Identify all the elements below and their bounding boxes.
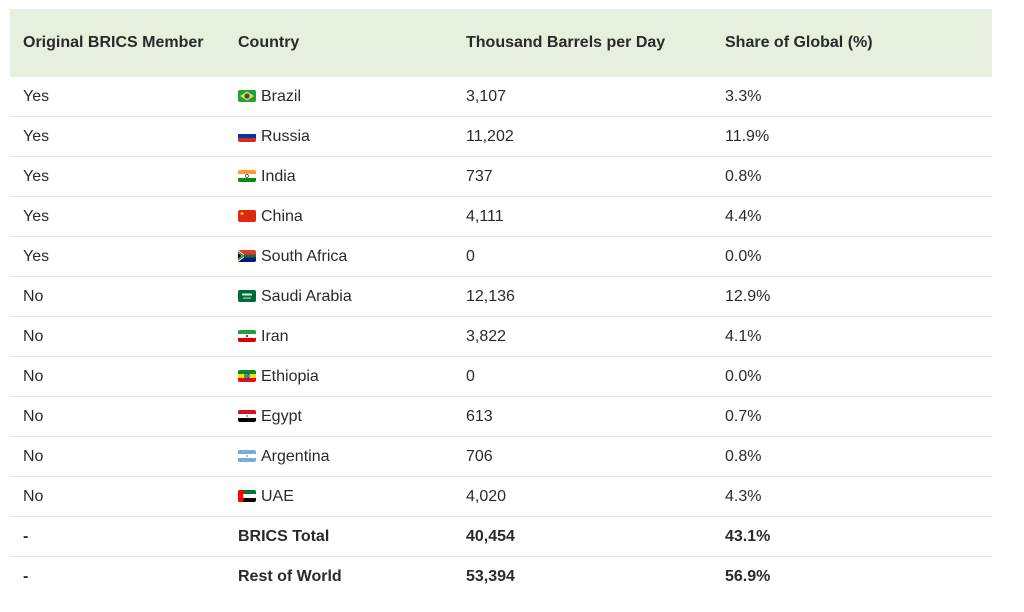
country-name: Ethiopia bbox=[261, 367, 319, 385]
member-cell: No bbox=[10, 356, 225, 397]
brazil-flag-icon bbox=[238, 89, 256, 102]
country-cell: Rest of World bbox=[238, 567, 342, 585]
country-cell: Argentina bbox=[225, 436, 453, 477]
share-cell: 0.8% bbox=[712, 436, 992, 477]
member-cell: Yes bbox=[10, 196, 225, 237]
member-cell: No bbox=[10, 396, 225, 437]
country-cell: Saudi Arabia bbox=[225, 276, 453, 317]
table-row: No Egypt 613 0.7% bbox=[10, 396, 992, 437]
member-cell: No bbox=[10, 276, 225, 317]
country-name: Egypt bbox=[261, 407, 302, 425]
country-name: Argentina bbox=[261, 447, 330, 465]
ethiopia-flag-icon bbox=[238, 369, 256, 382]
table-row: No Ethiopia 0 0.0% bbox=[10, 356, 992, 397]
barrels-cell: 11,202 bbox=[453, 116, 712, 157]
member-cell: No bbox=[10, 476, 225, 517]
table-row: No Iran 3,822 4.1% bbox=[10, 316, 992, 357]
member-cell: No bbox=[10, 316, 225, 357]
header-share-of-global: Share of Global (%) bbox=[725, 34, 873, 51]
country-cell: Egypt bbox=[225, 396, 453, 437]
country-name: China bbox=[261, 207, 303, 225]
barrels-cell: 4,111 bbox=[453, 196, 712, 237]
barrels-cell: 4,020 bbox=[453, 476, 712, 517]
iran-flag-icon bbox=[238, 329, 256, 342]
country-cell: UAE bbox=[225, 476, 453, 517]
member-cell: - bbox=[23, 567, 29, 585]
country-cell: China bbox=[225, 196, 453, 237]
country-cell: BRICS Total bbox=[225, 516, 453, 557]
member-cell: No bbox=[10, 436, 225, 477]
share-cell: 4.4% bbox=[712, 196, 992, 237]
country-name: Saudi Arabia bbox=[261, 287, 352, 305]
barrels-cell: 12,136 bbox=[453, 276, 712, 317]
country-name: India bbox=[261, 167, 296, 185]
table-row: Yes China 4,111 4.4% bbox=[10, 196, 992, 237]
barrels-cell: 3,107 bbox=[453, 77, 712, 117]
barrels-cell: 613 bbox=[453, 396, 712, 437]
country-name: Iran bbox=[261, 327, 289, 345]
barrels-cell: 737 bbox=[453, 156, 712, 197]
table-row: No UAE 4,020 4.3% bbox=[10, 476, 992, 517]
country-name: UAE bbox=[261, 487, 294, 505]
header-thousand-barrels-per-day: Thousand Barrels per Day bbox=[466, 34, 666, 51]
share-cell: 11.9% bbox=[712, 116, 992, 157]
uae-flag-icon bbox=[238, 489, 256, 502]
share-cell: 0.0% bbox=[712, 356, 992, 397]
table-row: No Argentina 706 0.8% bbox=[10, 436, 992, 477]
table-header-row: Original BRICS Member Country Thousand B… bbox=[10, 9, 992, 77]
share-cell: 0.7% bbox=[712, 396, 992, 437]
barrels-cell: 0 bbox=[453, 236, 712, 277]
totals-row-brics: - BRICS Total 40,454 43.1% bbox=[10, 516, 992, 557]
table-row: No Saudi Arabia 12,136 12.9% bbox=[10, 276, 992, 317]
country-name: Brazil bbox=[261, 87, 302, 105]
member-cell: Yes bbox=[10, 77, 225, 117]
totals-row-rest-of-world: - Rest of World 53,394 56.9% bbox=[10, 557, 992, 597]
header-original-brics-member: Original BRICS Member bbox=[23, 34, 204, 51]
egypt-flag-icon bbox=[238, 409, 256, 422]
country-cell: Ethiopia bbox=[225, 356, 453, 397]
country-name: Russia bbox=[261, 127, 310, 145]
share-cell: 4.1% bbox=[712, 316, 992, 357]
member-cell: Yes bbox=[10, 116, 225, 157]
oil-production-table-container: Original BRICS Member Country Thousand B… bbox=[10, 9, 992, 596]
country-cell: South Africa bbox=[225, 236, 453, 277]
table-row: Yes Russia 11,202 11.9% bbox=[10, 116, 992, 157]
country-cell: India bbox=[225, 156, 453, 197]
barrels-cell: 40,454 bbox=[453, 516, 712, 557]
share-cell: 3.3% bbox=[712, 77, 992, 117]
table-row: Yes South Africa 0 0.0% bbox=[10, 236, 992, 277]
barrels-cell: 53,394 bbox=[466, 567, 515, 585]
india-flag-icon bbox=[238, 169, 256, 182]
saudi-arabia-flag-icon bbox=[238, 289, 256, 302]
brics-oil-production-table: Original BRICS Member Country Thousand B… bbox=[10, 9, 992, 596]
country-cell: Brazil bbox=[225, 77, 453, 117]
member-cell: Yes bbox=[10, 156, 225, 197]
barrels-cell: 3,822 bbox=[453, 316, 712, 357]
member-cell: Yes bbox=[10, 236, 225, 277]
country-name: South Africa bbox=[261, 247, 348, 265]
share-cell: 0.8% bbox=[712, 156, 992, 197]
country-cell: Iran bbox=[225, 316, 453, 357]
china-flag-icon bbox=[238, 209, 256, 222]
share-cell: 4.3% bbox=[712, 476, 992, 517]
share-cell: 56.9% bbox=[725, 567, 771, 585]
member-cell: - bbox=[10, 516, 225, 557]
share-cell: 0.0% bbox=[712, 236, 992, 277]
share-cell: 43.1% bbox=[712, 516, 992, 557]
share-cell: 12.9% bbox=[712, 276, 992, 317]
table-row: Yes Brazil 3,107 3.3% bbox=[10, 77, 992, 117]
table-row: Yes India 737 0.8% bbox=[10, 156, 992, 197]
russia-flag-icon bbox=[238, 129, 256, 142]
country-cell: Russia bbox=[225, 116, 453, 157]
header-country: Country bbox=[238, 34, 300, 51]
south-africa-flag-icon bbox=[238, 249, 256, 262]
barrels-cell: 706 bbox=[453, 436, 712, 477]
barrels-cell: 0 bbox=[453, 356, 712, 397]
argentina-flag-icon bbox=[238, 449, 256, 462]
